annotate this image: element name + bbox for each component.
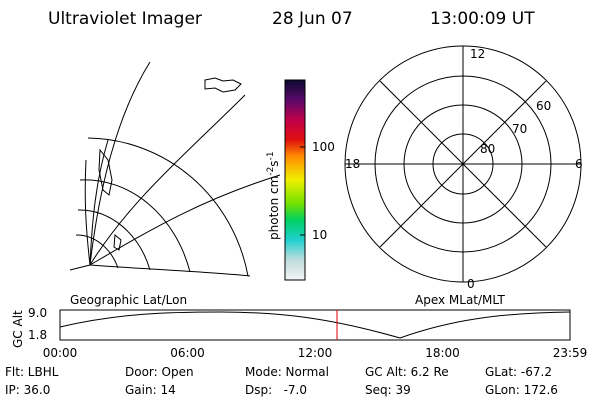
- right-label: Apex MLat/MLT: [415, 293, 505, 307]
- lat-label: 80: [480, 142, 495, 156]
- alt-x-tick: 00:00: [43, 346, 78, 360]
- mlt-label: 6: [575, 157, 583, 171]
- lat-label: 60: [536, 99, 551, 113]
- left-label: Geographic Lat/Lon: [70, 293, 187, 307]
- alt-x-tick: 12:00: [298, 346, 333, 360]
- geo-map: [69, 61, 281, 277]
- colorbar-label: photon cm-2s-1: [266, 151, 281, 240]
- alt-y-tick: 1.8: [28, 328, 47, 342]
- colorbar-unit: photon cm: [267, 176, 281, 240]
- colorbar-exp: -1: [266, 151, 276, 160]
- status-field: GLon: 172.6: [485, 383, 558, 397]
- status-field: Dsp: -7.0: [245, 383, 307, 397]
- instrument: Ultraviolet Imager: [48, 9, 202, 29]
- colorbar-tick-label: 100: [312, 140, 335, 154]
- alt-x-tick: 18:00: [425, 346, 460, 360]
- date: 28 Jun 07: [272, 9, 353, 29]
- polar-grid: [344, 45, 582, 283]
- lat-label: 70: [512, 122, 527, 136]
- status-field: Flt: LBHL: [5, 365, 59, 379]
- status-field: Mode: Normal: [245, 365, 329, 379]
- alt-y-tick: 9.0: [28, 306, 47, 320]
- alt-plot-frame: [59, 309, 571, 341]
- mlt-label: 12: [470, 47, 485, 61]
- status-field: GLat: -67.2: [485, 365, 552, 379]
- status-field: Seq: 39: [365, 383, 411, 397]
- time: 13:00:09 UT: [430, 9, 535, 29]
- status-field: Door: Open: [125, 365, 194, 379]
- colorbar-unit: s: [267, 160, 281, 166]
- alt-y-label: GC Alt: [11, 310, 25, 348]
- status-field: IP: 36.0: [5, 383, 50, 397]
- alt-x-tick: 23:59: [553, 346, 588, 360]
- status-field: Gain: 14: [125, 383, 176, 397]
- colorbar-tick-label: 10: [312, 228, 327, 242]
- status-field: GC Alt: 6.2 Re: [365, 365, 449, 379]
- alt-x-tick: 06:00: [170, 346, 205, 360]
- colorbar-exp: -2: [266, 167, 276, 176]
- mlt-label: 18: [345, 157, 360, 171]
- mlt-label: 0: [467, 277, 475, 291]
- alt-curve: [59, 311, 571, 339]
- colorbar: [284, 79, 306, 281]
